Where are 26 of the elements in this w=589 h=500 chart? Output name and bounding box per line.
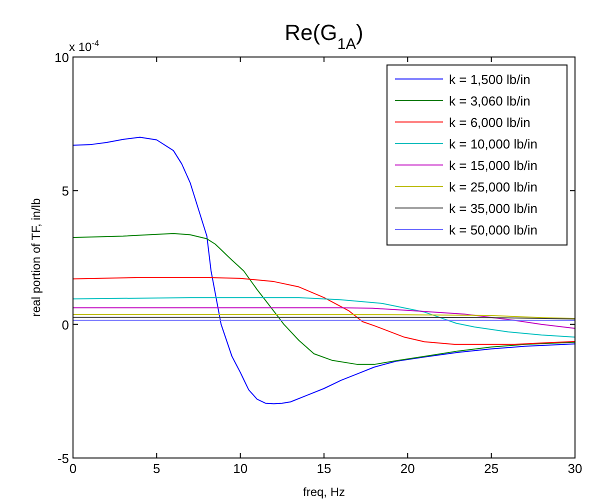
legend-label: k = 3,060 lb/in [449,94,530,108]
x-tick-label: 25 [484,461,499,476]
x-axis-title: freq, Hz [302,485,346,499]
x-tick-label: 20 [400,461,415,476]
legend-label: k = 1,500 lb/in [449,72,530,87]
line-series [72,297,576,338]
y-axis-title: real portion of TF, in/lb [29,198,43,317]
legend-label: k = 25,000 lb/in [449,180,538,194]
x-tick-label: 5 [153,461,160,476]
y-tick-label: 5 [62,184,69,199]
y-tick-label: -5 [57,451,69,466]
x-tick-label: 10 [233,461,248,476]
line-series [72,136,576,404]
legend-label: k = 35,000 lb/in [449,201,538,216]
line-series [72,307,576,329]
legend-label: k = 10,000 lb/in [449,136,538,152]
text: x 10$^{-4}$ [69,38,100,54]
legend-label: k = 15,000 lb/in [449,158,538,173]
y-tick-label: 0 [62,317,69,332]
legend-label: k = 50,000 lb/in [449,222,538,238]
line-series [72,277,576,345]
legend-label: k = 6,000 lb/in [449,115,530,130]
chart-title: Re(G$_{1A}$) [284,20,364,52]
x-tick-label: 15 [316,461,332,476]
y-tick-label: 10 [54,50,69,65]
x-tick-label: 30 [568,461,582,476]
